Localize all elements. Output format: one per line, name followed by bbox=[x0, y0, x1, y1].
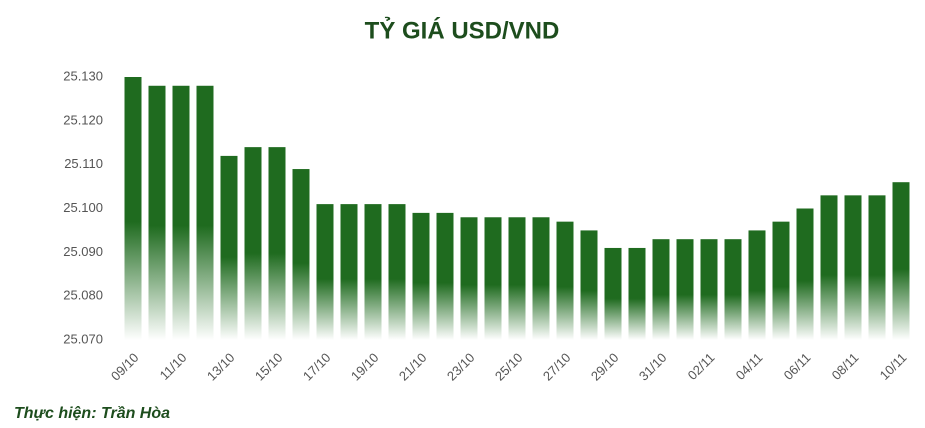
bar bbox=[868, 195, 886, 340]
bar bbox=[316, 204, 334, 340]
credit: Thực hiện: Trần Hòa bbox=[14, 405, 170, 422]
bar bbox=[796, 208, 814, 340]
x-tick-label: 04/11 bbox=[733, 350, 766, 383]
bar bbox=[436, 212, 454, 340]
x-tick-label: 27/10 bbox=[540, 350, 574, 384]
x-tick-label: 21/10 bbox=[396, 350, 430, 384]
bar bbox=[700, 239, 718, 340]
bar bbox=[556, 221, 574, 340]
x-tick-label: 09/10 bbox=[108, 350, 142, 384]
y-tick-label: 25.130 bbox=[63, 68, 103, 83]
bar bbox=[460, 217, 478, 340]
x-tick-label: 15/10 bbox=[252, 350, 286, 384]
y-tick-label: 25.100 bbox=[63, 200, 103, 215]
bar bbox=[892, 182, 910, 340]
bar bbox=[124, 77, 142, 340]
bar bbox=[724, 239, 742, 340]
bar bbox=[340, 204, 358, 340]
bar bbox=[580, 230, 598, 340]
bar bbox=[820, 195, 838, 340]
chart-title: TỶ GIÁ USD/VND bbox=[365, 15, 560, 44]
bar bbox=[292, 169, 310, 340]
bar bbox=[532, 217, 550, 340]
y-tick-label: 25.080 bbox=[63, 288, 103, 303]
x-tick-label: 10/11 bbox=[877, 350, 910, 383]
bar bbox=[676, 239, 694, 340]
bar bbox=[268, 147, 286, 340]
bar bbox=[844, 195, 862, 340]
bar bbox=[172, 85, 190, 341]
bar bbox=[604, 247, 622, 340]
x-tick-label: 11/10 bbox=[157, 350, 190, 383]
bar bbox=[628, 247, 646, 340]
y-tick-label: 25.120 bbox=[63, 112, 103, 127]
x-tick-label: 29/10 bbox=[588, 350, 622, 384]
x-tick-label: 23/10 bbox=[444, 350, 478, 384]
bar bbox=[652, 239, 670, 340]
x-tick-label: 08/11 bbox=[829, 350, 862, 383]
x-tick-label: 06/11 bbox=[781, 350, 814, 383]
bar bbox=[244, 147, 262, 340]
x-tick-label: 17/10 bbox=[300, 350, 334, 384]
bar bbox=[412, 212, 430, 340]
x-tick-label: 19/10 bbox=[348, 350, 382, 384]
bar bbox=[196, 85, 214, 341]
x-tick-label: 25/10 bbox=[492, 350, 526, 384]
bar bbox=[484, 217, 502, 340]
x-tick-label: 02/11 bbox=[685, 350, 718, 383]
bar bbox=[364, 204, 382, 340]
bar bbox=[220, 155, 238, 340]
x-tick-label: 13/10 bbox=[204, 350, 238, 384]
y-tick-label: 25.110 bbox=[64, 156, 103, 171]
bar bbox=[508, 217, 526, 340]
x-tick-label: 31/10 bbox=[636, 350, 670, 384]
y-tick-label: 25.070 bbox=[63, 331, 103, 346]
bar bbox=[388, 204, 406, 340]
bar bbox=[748, 230, 766, 340]
bar bbox=[148, 85, 166, 341]
bar bbox=[772, 221, 790, 340]
y-tick-label: 25.090 bbox=[63, 244, 103, 259]
